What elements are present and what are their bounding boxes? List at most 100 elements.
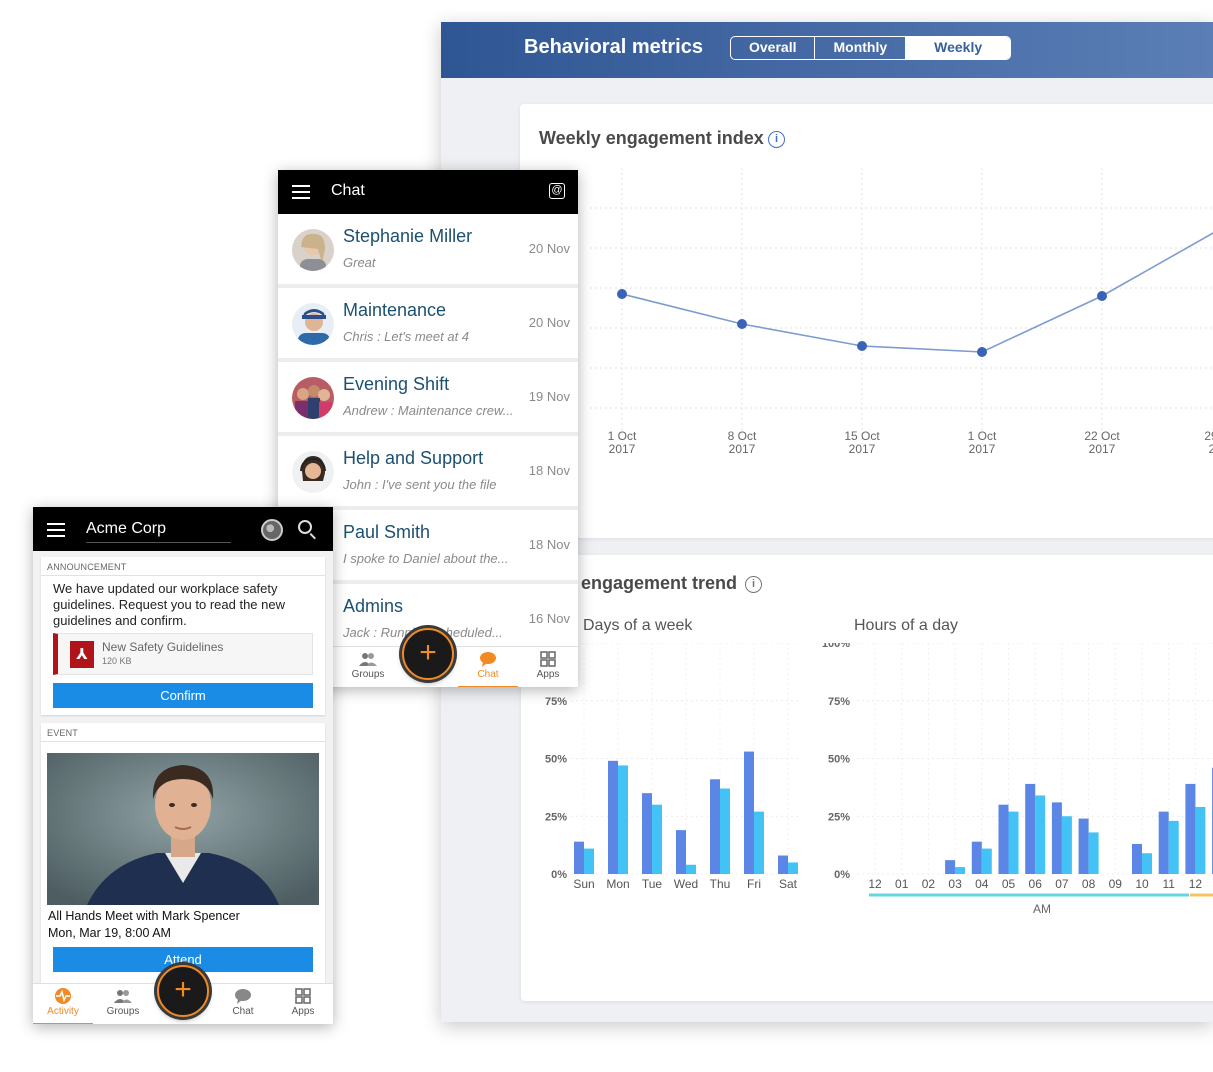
activity-pulse-icon xyxy=(55,988,71,1004)
x-tick-label: Mon xyxy=(606,877,629,891)
data-point xyxy=(857,341,867,351)
chat-top-bar: Chat @ xyxy=(278,170,578,214)
x-tick-label: 05 xyxy=(1002,877,1016,891)
conversation-preview: Great xyxy=(343,255,376,270)
conversation-row[interactable]: Maintenance Chris : Let's meet at 4 20 N… xyxy=(278,288,578,358)
announcement-card: ANNOUNCEMENT We have updated our workpla… xyxy=(41,557,325,715)
pdf-icon: ⅄ xyxy=(70,641,94,668)
tab-apps[interactable]: Apps xyxy=(273,988,333,1017)
bar-series-2 xyxy=(1195,807,1206,874)
engagement-trend-title: engagement trend xyxy=(581,573,738,593)
avatar xyxy=(292,303,334,345)
compose-fab-button[interactable]: + xyxy=(402,628,454,680)
acme-title: Acme Corp xyxy=(86,520,167,537)
bar-series-1 xyxy=(1158,811,1169,874)
bar-series-2 xyxy=(1168,820,1179,874)
apps-grid-icon xyxy=(295,988,311,1004)
conversation-date: 20 Nov xyxy=(528,241,570,256)
conversation-row[interactable]: Stephanie Miller Great 20 Nov xyxy=(278,214,578,284)
conversation-date: 18 Nov xyxy=(528,537,570,552)
weekly-engagement-card: Weekly engagement index i 1 Oct 2017 8 Oct… xyxy=(520,104,1213,538)
bar-series-2 xyxy=(981,848,992,874)
tab-chat[interactable]: Chat xyxy=(213,988,273,1017)
x-tick-label: 12 xyxy=(1189,877,1203,891)
confirm-button[interactable]: Confirm xyxy=(53,683,313,708)
bar-series-1 xyxy=(710,779,720,874)
title-underline xyxy=(86,542,231,543)
tab-overall[interactable]: Overall xyxy=(731,37,816,59)
data-point xyxy=(737,319,747,329)
x-tick-label: 10 xyxy=(1135,877,1149,891)
conversation-preview: Chris : Let's meet at 4 xyxy=(343,329,470,344)
bar-series-1 xyxy=(971,841,982,874)
conversation-name: Admins xyxy=(343,596,404,616)
period-segmented-control: Overall Monthly Weekly xyxy=(730,36,1012,60)
bar-series-2 xyxy=(1088,832,1099,874)
announcement-text: We have updated our workplace safety gui… xyxy=(53,581,285,628)
y-tick-label: 25% xyxy=(828,811,850,823)
bar-series-1 xyxy=(574,841,584,874)
card-divider xyxy=(41,575,325,576)
y-tick-label: 100% xyxy=(822,643,850,650)
acme-corp-app-window: Acme Corp ANNOUNCEMENT We have updated o… xyxy=(33,507,333,1024)
bar-series-2 xyxy=(788,862,798,874)
conversation-name: Maintenance xyxy=(343,300,447,320)
menu-icon[interactable] xyxy=(292,185,310,199)
bar-series-2 xyxy=(584,848,594,874)
attachment-pdf[interactable]: ⅄ New Safety Guidelines 120 KB xyxy=(53,633,313,675)
tab-activity[interactable]: Activity xyxy=(33,988,93,1024)
data-point xyxy=(977,347,987,357)
bar-series-2 xyxy=(1061,816,1072,874)
groups-icon xyxy=(114,990,132,1003)
conversation-name: Stephanie Miller xyxy=(343,226,473,246)
menu-icon[interactable] xyxy=(47,523,65,537)
bar-series-1 xyxy=(1185,783,1196,874)
tab-chat[interactable]: Chat xyxy=(458,651,518,687)
x-tick-label: 15 Oct 2017 xyxy=(844,429,880,456)
bar-series-2 xyxy=(754,811,764,874)
tab-groups[interactable]: Groups xyxy=(338,651,398,680)
event-label: EVENT xyxy=(47,728,79,738)
chat-bubble-icon xyxy=(480,652,496,667)
compose-fab-button[interactable]: + xyxy=(157,965,209,1017)
mention-icon[interactable]: @ xyxy=(549,183,565,199)
y-tick-label: 0% xyxy=(551,869,567,881)
bar-series-1 xyxy=(1025,783,1036,874)
conversation-preview: John : I've sent you the file xyxy=(343,477,497,492)
acme-top-bar: Acme Corp xyxy=(33,507,333,551)
am-label: AM xyxy=(1033,902,1051,916)
x-tick-label: 02 xyxy=(922,877,936,891)
conversation-date: 16 Nov xyxy=(528,611,570,626)
info-icon[interactable]: i xyxy=(768,131,785,148)
tab-groups[interactable]: Groups xyxy=(93,988,153,1017)
search-icon[interactable] xyxy=(298,520,312,534)
conversation-row[interactable]: Help and Support John : I've sent you th… xyxy=(278,436,578,506)
avatar xyxy=(292,451,334,493)
tab-apps[interactable]: Apps xyxy=(518,651,578,680)
bar-series-2 xyxy=(686,864,696,874)
data-point xyxy=(617,289,627,299)
x-tick-label: 8 Oct 2017 xyxy=(728,429,757,456)
x-tick-label: 04 xyxy=(975,877,989,891)
avatar xyxy=(292,377,334,419)
bar-series-1 xyxy=(1132,843,1142,874)
y-tick-label: 25% xyxy=(545,811,567,823)
engagement-trend-card: engagement trend i Days of a week Hours … xyxy=(521,555,1213,1001)
bar-series-1 xyxy=(998,804,1009,874)
x-tick-label: 12 xyxy=(868,877,882,891)
days-of-week-subtitle: Days of a week xyxy=(583,617,693,634)
series-line xyxy=(621,232,1213,353)
tab-monthly[interactable]: Monthly xyxy=(815,37,907,59)
conversation-preview: I spoke to Daniel about the... xyxy=(343,551,509,566)
conversation-row[interactable]: Evening Shift Andrew : Maintenance crew.… xyxy=(278,362,578,432)
conversation-date: 20 Nov xyxy=(528,315,570,330)
x-tick-label: 1 Oct 2017 xyxy=(608,429,637,456)
conversation-name: Paul Smith xyxy=(343,522,431,542)
tab-weekly[interactable]: Weekly xyxy=(906,37,1011,59)
profile-globe-icon[interactable] xyxy=(261,519,283,541)
event-title: All Hands Meet with Mark Spencer xyxy=(48,909,240,923)
x-tick-label: 06 xyxy=(1029,877,1043,891)
hours-of-day-subtitle: Hours of a day xyxy=(854,617,959,634)
trend-info-icon[interactable]: i xyxy=(745,576,762,593)
